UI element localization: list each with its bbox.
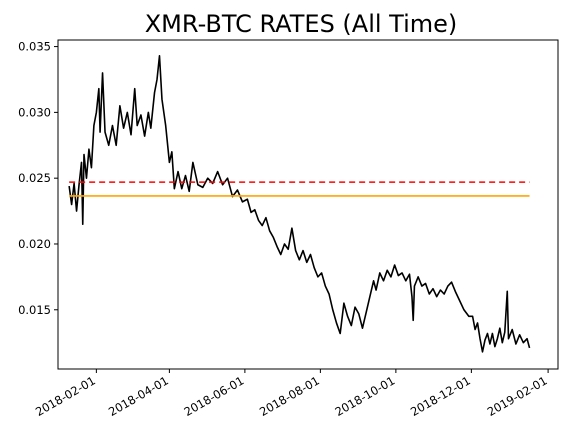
series-line-0 <box>68 54 531 353</box>
y-tick-label: 0.035 <box>18 40 51 54</box>
chart-title: XMR-BTC RATES (All Time) <box>145 10 458 38</box>
plot-area <box>68 54 531 353</box>
plot-frame <box>57 39 559 370</box>
y-tick-label: 0.030 <box>18 105 51 119</box>
y-tick-label: 0.025 <box>18 171 51 185</box>
y-tick-label: 0.020 <box>18 237 51 251</box>
y-axis: 0.015 0.020 0.025 0.030 0.035 <box>18 40 58 317</box>
y-tick-label: 0.015 <box>18 303 51 317</box>
